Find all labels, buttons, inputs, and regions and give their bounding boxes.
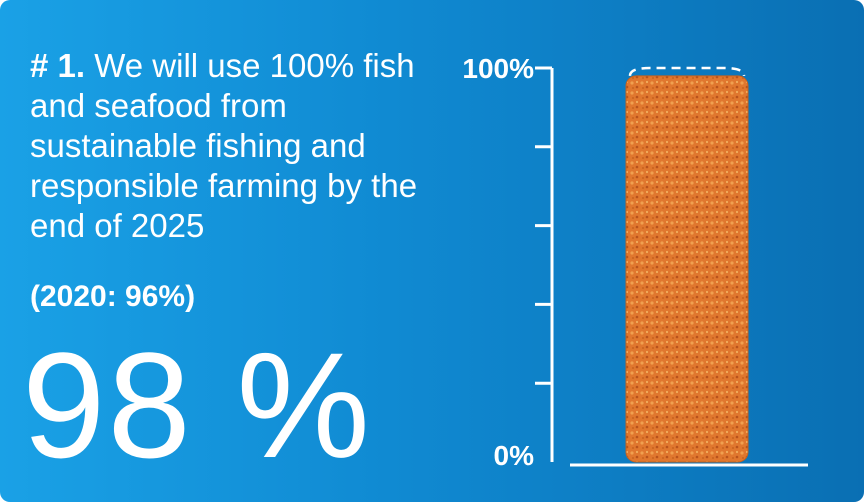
goal-number: # 1. [30, 47, 86, 84]
fish-stick-bar [625, 75, 749, 463]
baseline-value: (2020: 96%) [30, 280, 196, 313]
goal-statement: # 1. We will use 100% fish and seafood f… [30, 46, 450, 246]
target-outline [628, 66, 746, 77]
y-tick-label-max: 100% [462, 53, 534, 84]
current-value: 98 % [22, 321, 372, 489]
goal-text: We will use 100% fish and seafood from s… [30, 47, 418, 244]
y-tick-label-min: 0% [494, 440, 535, 471]
y-ticks [535, 66, 552, 385]
